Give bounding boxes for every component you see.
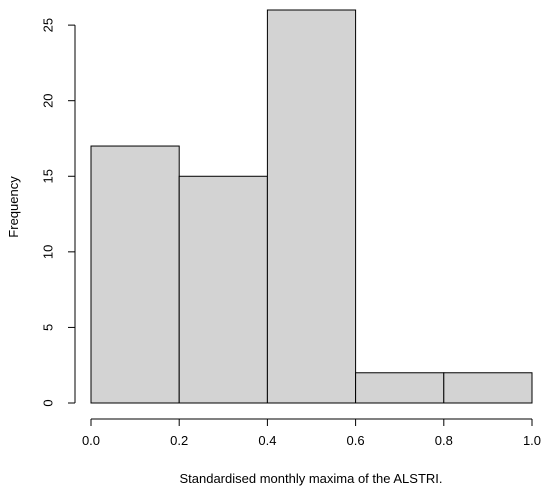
- y-axis: 0 5 10 15 20 25: [41, 18, 76, 407]
- histogram-bar: [178, 175, 268, 404]
- histogram-bar: [90, 145, 180, 404]
- histogram-bar: [266, 9, 357, 404]
- x-tick-label: 0.0: [82, 433, 100, 448]
- histogram-bar: [443, 372, 533, 404]
- x-tick-label: 0.4: [258, 433, 276, 448]
- x-tick-label: 0.8: [435, 433, 453, 448]
- x-tick-label: 0.2: [170, 433, 188, 448]
- y-tick-label: 20: [41, 93, 56, 107]
- x-axis-label: Standardised monthly maxima of the ALSTR…: [179, 471, 442, 486]
- y-tick-label: 5: [41, 324, 56, 331]
- x-tick-label: 0.6: [347, 433, 365, 448]
- y-tick-label: 15: [41, 169, 56, 183]
- y-tick-label: 0: [41, 399, 56, 406]
- histogram-bar: [355, 372, 445, 404]
- x-axis: 0.0 0.2 0.4 0.6 0.8 1.0: [82, 418, 541, 448]
- x-tick-label: 1.0: [523, 433, 541, 448]
- y-tick-label: 10: [41, 245, 56, 259]
- bars-group: [90, 9, 533, 404]
- y-axis-label: Frequency: [6, 176, 21, 238]
- y-tick-label: 25: [41, 18, 56, 32]
